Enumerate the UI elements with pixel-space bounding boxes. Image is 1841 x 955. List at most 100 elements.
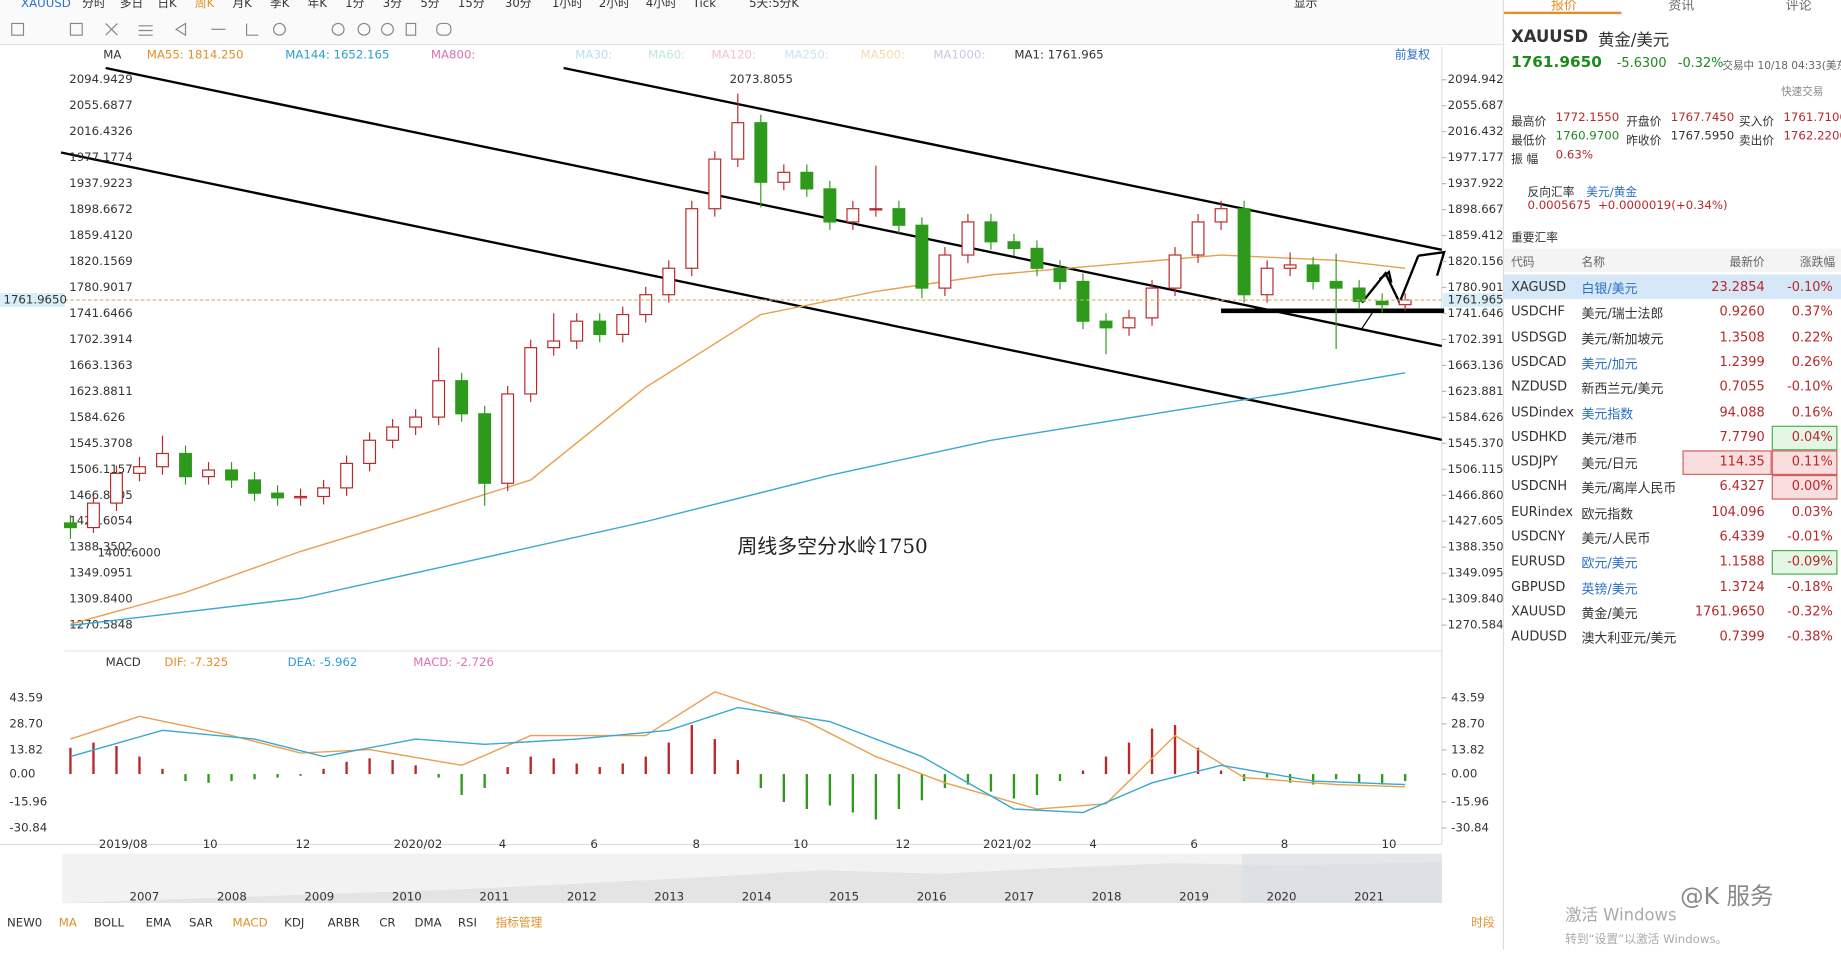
indicator-tab[interactable]: NEW0 (7, 915, 42, 929)
period-tab[interactable]: 4小时 (646, 0, 677, 10)
row-price: 6.4339 (1719, 528, 1765, 545)
period-tab[interactable]: 月K (232, 0, 252, 10)
x-tick-label: 12 (895, 837, 910, 851)
candle-body (1375, 300, 1389, 306)
indicator-tab[interactable]: ARBR (328, 915, 360, 929)
row-code[interactable]: USDJPY (1511, 453, 1558, 470)
row-code[interactable]: AUDUSD (1511, 628, 1567, 645)
indicator-tab[interactable]: MACD (232, 915, 267, 929)
candle-body (1099, 320, 1113, 329)
period-tab[interactable]: 1分 (345, 0, 364, 10)
y-tick-label: 2094.9429 (1448, 72, 1503, 86)
period-tab[interactable]: 季K (270, 0, 290, 10)
row-price: 7.7790 (1719, 429, 1765, 445)
candle-body (386, 426, 400, 441)
stat-value: 1767.5950 (1670, 130, 1735, 144)
candle-body (915, 224, 929, 289)
y-tick-label: 1937.9223 (69, 176, 132, 190)
row-code[interactable]: USDCNY (1511, 528, 1566, 545)
period-tab[interactable]: 30分 (505, 0, 532, 10)
y-tick-label: 1388.3502 (69, 540, 132, 554)
candle-body (202, 469, 215, 478)
candle-body (133, 466, 146, 474)
period-tab[interactable]: 分时 (82, 0, 106, 10)
indicator-tab[interactable]: DMA (414, 915, 441, 929)
row-code[interactable]: XAGUSD (1511, 279, 1567, 295)
row-code[interactable]: EURUSD (1511, 553, 1566, 570)
period-tab[interactable]: 15分 (458, 0, 485, 10)
period-tab[interactable]: 2小时 (599, 0, 630, 10)
year-label: 2009 (304, 890, 334, 904)
period-tab[interactable]: 5分 (420, 0, 439, 10)
macd-title: MACD (106, 655, 141, 669)
period-tab[interactable]: 多日 (120, 0, 143, 10)
quick-trade[interactable]: 快速交易 (1781, 86, 1824, 99)
indicator-tab[interactable]: SAR (189, 915, 213, 929)
period-tab[interactable]: Tick (692, 0, 717, 10)
y-tick-label: 1937.9223 (1448, 176, 1503, 190)
candle-body (1352, 287, 1366, 302)
candle-body (1329, 280, 1343, 289)
y-tick-label: 1349.0951 (69, 566, 132, 580)
session: 时段 (1471, 915, 1495, 929)
stat-value: 1760.9700 (1555, 130, 1620, 144)
indicator-tab[interactable]: RSI (458, 915, 477, 929)
row-name: 英镑/美元 (1581, 581, 1638, 597)
y-tick-label: 2016.4326 (69, 124, 132, 138)
y-tick-label: 2094.9429 (69, 72, 132, 86)
watermark: 转到“设置”以激活 Windows。 (1565, 933, 1728, 947)
row-code[interactable]: USDCHF (1511, 304, 1565, 320)
candle-body (1306, 264, 1320, 283)
macd-legend: DIF: -7.325 (164, 655, 228, 669)
period-tab[interactable]: 3分 (383, 0, 402, 10)
quote-status: 交易中 10/18 04:33(美东 (1722, 60, 1841, 73)
stat-label: 振 幅 (1511, 153, 1539, 167)
period-tab[interactable]: 年K (308, 0, 328, 10)
indicator-tab[interactable]: BOLL (94, 915, 125, 929)
macd-bar (391, 760, 394, 775)
macd-bar (851, 774, 855, 813)
ma-legend: MA144: 1652.165 (285, 48, 389, 62)
candle-body (271, 492, 285, 499)
stat-label: 卖出价 (1738, 134, 1775, 148)
row-change: -0.38% (1787, 628, 1833, 645)
candle-body (961, 221, 975, 256)
last-price: 1761.9650 (4, 293, 67, 307)
period-tab[interactable]: 日K (157, 0, 177, 10)
panel-tab[interactable]: 资讯 (1668, 0, 1695, 13)
period-tab[interactable]: 周K (195, 0, 215, 10)
row-code[interactable]: USDCNH (1511, 478, 1568, 495)
indicator-bar (0, 908, 1503, 938)
stat-label: 最低价 (1511, 134, 1547, 148)
period-tab[interactable]: 5天:5分K (749, 0, 799, 10)
row-code[interactable]: XAUUSD (1511, 603, 1566, 620)
y-tick-label: -15.96 (1451, 794, 1489, 808)
row-name: 美元/港币 (1581, 431, 1638, 447)
cell-highlight (1682, 450, 1772, 476)
indicator-tab[interactable]: CR (379, 915, 395, 929)
indicator-tab[interactable]: KDJ (284, 915, 304, 929)
macd-bar (1173, 725, 1177, 775)
indicator-tab[interactable]: EMA (146, 915, 172, 929)
col-header: 最新价 (1729, 256, 1765, 270)
panel-tab[interactable]: 评论 (1785, 0, 1812, 13)
y-tick-label: 1780.9017 (69, 280, 132, 294)
row-code[interactable]: USDHKD (1511, 429, 1567, 445)
navigator-window[interactable] (1242, 853, 1442, 904)
row-code[interactable]: USDindex (1511, 404, 1575, 420)
watermark-logo: @K 服务 (1680, 881, 1774, 911)
row-code[interactable]: NZDUSD (1511, 379, 1568, 395)
y-tick-label: 1741.6466 (69, 306, 132, 320)
panel-tab[interactable]: 报价 (1550, 0, 1577, 13)
row-code[interactable]: EURindex (1511, 503, 1574, 520)
candle-body (1076, 280, 1090, 322)
row-code[interactable]: USDSGD (1511, 329, 1567, 345)
indicator-tab[interactable]: MA (59, 915, 77, 929)
section-title: 重要汇率 (1511, 232, 1559, 246)
candle-body (63, 522, 77, 529)
y-tick-label: 1663.1363 (1448, 358, 1503, 372)
row-code[interactable]: GBPUSD (1511, 578, 1566, 595)
macd-bar (1104, 756, 1108, 775)
period-tab[interactable]: 1小时 (552, 0, 583, 10)
row-code[interactable]: USDCAD (1511, 354, 1567, 370)
